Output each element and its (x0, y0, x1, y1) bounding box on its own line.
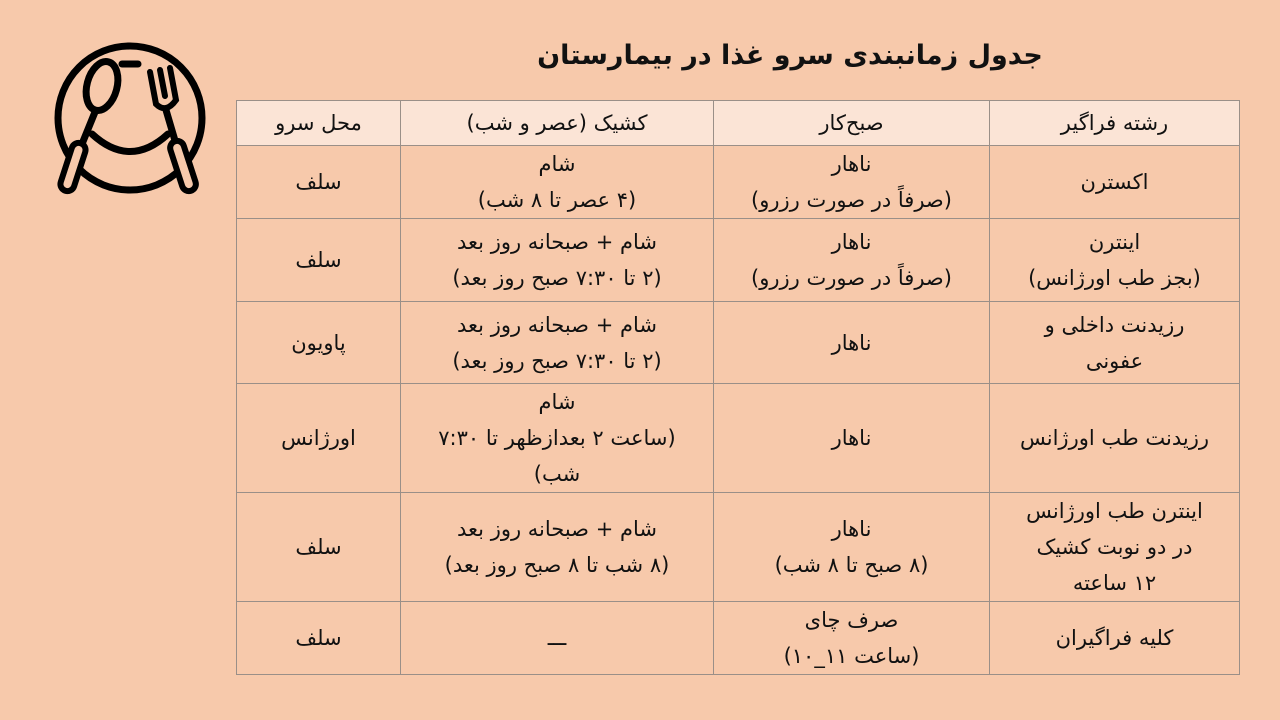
cell-serving-location: سلف (236, 218, 401, 302)
cell-trainee-group: اینترن طب اورژانس در دو نوبت کشیک ۱۲ ساعته (989, 492, 1240, 602)
table-row: رزیدنت داخلی و عفونی ناهار شام + صبحانه روز… (236, 301, 1240, 384)
cell-line: اورژانس (281, 426, 356, 450)
cell-line: (ساعت ۲ بعدازظهر تا ۷:۳۰ (438, 426, 676, 450)
cell-line: ناهار (831, 426, 872, 450)
cell-trainee-group: کلیه فراگیران (989, 601, 1240, 675)
header-day-shift: صبح‌کار (713, 100, 990, 146)
cell-line: شام (538, 390, 576, 414)
cell-line: سلف (295, 626, 342, 650)
cell-line: پاویون (291, 330, 346, 355)
cell-line: اینترن (1088, 230, 1141, 254)
cell-day-shift: ناهار (۸ صبح تا ۸ شب) (713, 492, 990, 602)
cell-trainee-group: اینترن (بجز طب اورژانس) (989, 218, 1240, 302)
cell-line: شب) (533, 462, 581, 486)
header-serving-location: محل سرو (236, 100, 401, 146)
cell-line: (ساعت ۱۱_۱۰) (783, 644, 920, 668)
cell-line: رزیدنت داخلی و (1044, 312, 1185, 337)
table-row: کلیه فراگیران صرف چای (ساعت ۱۱_۱۰) ـــ سلف (236, 601, 1240, 675)
cell-line: ناهار (831, 152, 872, 176)
cell-day-shift: صرف چای (ساعت ۱۱_۱۰) (713, 601, 990, 675)
cell-line: شام (538, 152, 576, 176)
cell-on-call-shift: شام + صبحانه روز بعد (۸ شب تا ۸ صبح روز ب… (400, 492, 714, 602)
cell-line: (۲ تا ۷:۳۰ صبح روز بعد) (452, 348, 662, 373)
cell-line: ۱۲ ساعته (1072, 571, 1157, 595)
cell-day-shift: ناهار (713, 383, 990, 493)
cell-on-call-shift: ـــ (400, 601, 714, 675)
cell-line: (صرفاً در صورت رزرو) (751, 266, 952, 290)
cell-line: اینترن طب اورژانس (1026, 499, 1203, 523)
table-row: اینترن (بجز طب اورژانس) ناهار (صرفاً در صور… (236, 218, 1240, 302)
cell-line: (صرفاً در صورت رزرو) (751, 188, 952, 212)
table-header-row: رشته فراگیر صبح‌کار کشیک (عصر و شب) محل سرو (236, 100, 1240, 146)
cell-line: سلف (295, 248, 342, 272)
cell-line: رزیدنت طب اورژانس (1019, 426, 1209, 450)
header-on-call-shift: کشیک (عصر و شب) (400, 100, 714, 146)
table-row: رزیدنت طب اورژانس ناهار شام (ساعت ۲ بعدازظه… (236, 383, 1240, 493)
cell-line: (۸ صبح تا ۸ شب) (774, 553, 929, 577)
cell-line: شام + صبحانه روز بعد (457, 312, 657, 337)
header-trainee-group: رشته فراگیر (989, 100, 1240, 146)
cell-serving-location: سلف (236, 145, 401, 219)
cell-trainee-group: اکسترن (989, 145, 1240, 219)
cell-line: سلف (295, 535, 342, 559)
cell-line: (بجز طب اورژانس) (1028, 266, 1201, 290)
meal-schedule-table: رشته فراگیر صبح‌کار کشیک (عصر و شب) محل سرو… (236, 100, 1240, 675)
cell-line: (۴ عصر تا ۸ شب) (477, 188, 637, 212)
cell-line: کلیه فراگیران (1055, 626, 1174, 650)
cell-on-call-shift: شام + صبحانه روز بعد (۲ تا ۷:۳۰ صبح روز ب… (400, 301, 714, 384)
cell-line: ـــ (547, 626, 567, 650)
table-row: اکسترن ناهار (صرفاً در صورت رزرو) شام (۴ عصر… (236, 145, 1240, 219)
cell-line: صرف چای (804, 608, 899, 632)
cell-line: در دو نوبت کشیک (1036, 535, 1193, 559)
cell-day-shift: ناهار (713, 301, 990, 384)
cell-trainee-group: رزیدنت داخلی و عفونی (989, 301, 1240, 384)
cell-day-shift: ناهار (صرفاً در صورت رزرو) (713, 218, 990, 302)
cell-on-call-shift: شام + صبحانه روز بعد (۲ تا ۷:۳۰ صبح روز ب… (400, 218, 714, 302)
cell-line: (۸ شب تا ۸ صبح روز بعد) (444, 553, 670, 577)
cell-on-call-shift: شام (۴ عصر تا ۸ شب) (400, 145, 714, 219)
cell-line: عفونی (1085, 348, 1144, 373)
cell-line: ناهار (831, 517, 872, 541)
plate-spoon-fork-icon (54, 42, 206, 195)
cell-line: ناهار (831, 230, 872, 254)
cell-day-shift: ناهار (صرفاً در صورت رزرو) (713, 145, 990, 219)
cell-line: شام + صبحانه روز بعد (457, 230, 657, 254)
page-title: جدول زمانبندی سرو غذا در بیمارستان (537, 40, 1043, 71)
cell-serving-location: پاویون (236, 301, 401, 384)
cell-serving-location: سلف (236, 492, 401, 602)
cell-on-call-shift: شام (ساعت ۲ بعدازظهر تا ۷:۳۰ شب) (400, 383, 714, 493)
cell-line: سلف (295, 170, 342, 194)
cell-serving-location: سلف (236, 601, 401, 675)
table-row: اینترن طب اورژانس در دو نوبت کشیک ۱۲ ساعته… (236, 492, 1240, 602)
cell-serving-location: اورژانس (236, 383, 401, 493)
cell-trainee-group: رزیدنت طب اورژانس (989, 383, 1240, 493)
cell-line: شام + صبحانه روز بعد (457, 517, 657, 541)
cell-line: اکسترن (1080, 170, 1149, 194)
cell-line: (۲ تا ۷:۳۰ صبح روز بعد) (452, 266, 662, 290)
cell-line: ناهار (831, 330, 872, 355)
